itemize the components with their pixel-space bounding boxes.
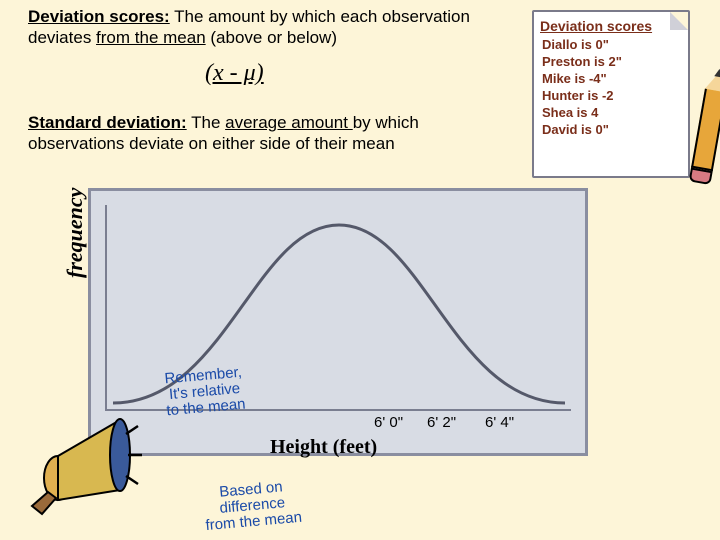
annotation-remember: Remember,It's relativeto the mean (163, 365, 246, 419)
deviation-body-2: (above or below) (206, 28, 337, 47)
chart-tick: 6' 0" (374, 414, 403, 431)
pencil-icon (689, 73, 720, 185)
megaphone-icon (28, 398, 148, 518)
stddev-definition: Standard deviation: The average amount b… (28, 112, 508, 155)
annotation-based-on: Based ondifferencefrom the mean (202, 478, 302, 533)
notepad-title: Deviation scores (534, 12, 688, 36)
deviation-term: Deviation scores: (28, 7, 170, 26)
notepad-line: Mike is -4" (534, 70, 688, 87)
chart-tick: 6' 4" (485, 414, 514, 431)
notepad: Deviation scores Diallo is 0" Preston is… (526, 6, 716, 186)
paper-fold-icon (670, 12, 688, 30)
notepad-paper: Deviation scores Diallo is 0" Preston is… (532, 10, 690, 178)
stddev-body-1: The (187, 113, 225, 132)
stddev-term: Standard deviation: (28, 113, 187, 132)
chart-tick: 6' 2" (427, 414, 456, 431)
chart-xlabel: Height (feet) (270, 436, 377, 459)
notepad-line: Preston is 2" (534, 53, 688, 70)
notepad-line: Hunter is -2 (534, 87, 688, 104)
notepad-line: Shea is 4 (534, 104, 688, 121)
deviation-body-under: from the mean (96, 28, 206, 47)
chart-ylabel: frequency (62, 188, 88, 278)
notepad-line: David is 0" (534, 121, 688, 138)
notepad-line: Diallo is 0" (534, 36, 688, 53)
deviation-definition: Deviation scores: The amount by which ea… (28, 6, 508, 49)
deviation-formula: (x - μ) (205, 60, 264, 87)
stddev-body-under: average amount (225, 113, 353, 132)
